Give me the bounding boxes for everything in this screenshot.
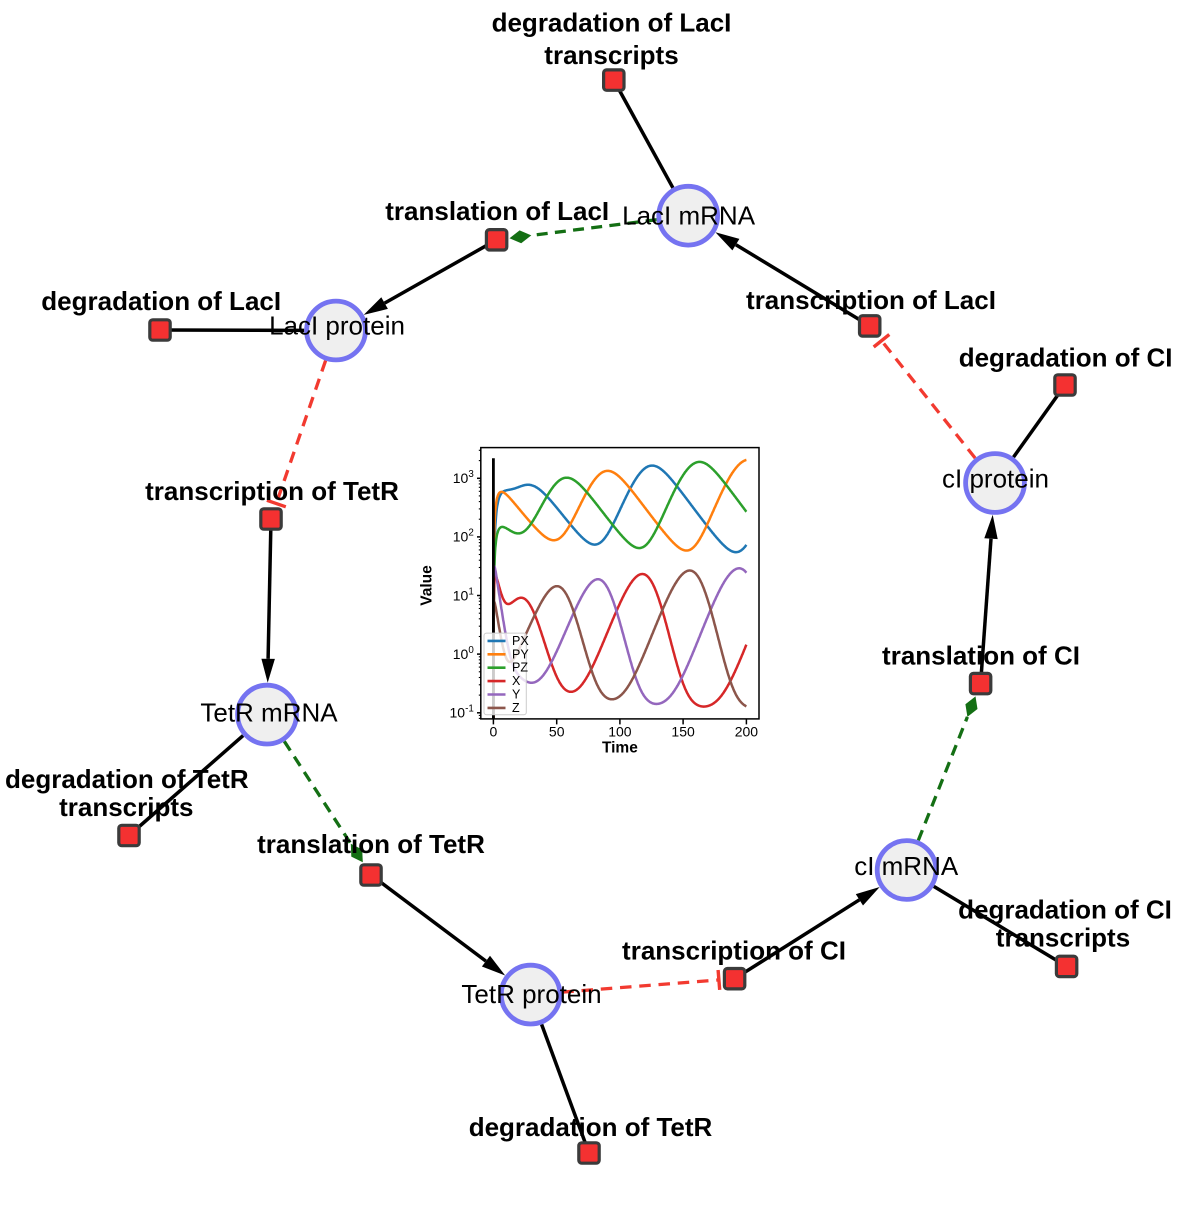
svg-text:Time: Time	[602, 740, 638, 757]
svg-text:degradation of TetR: degradation of TetR	[5, 764, 249, 794]
svg-text:transcripts: transcripts	[59, 792, 193, 822]
svg-text:translation of CI: translation of CI	[882, 640, 1080, 670]
svg-text:100: 100	[608, 724, 632, 740]
svg-text:X: X	[512, 674, 521, 688]
svg-text:transcription of TetR: transcription of TetR	[145, 476, 399, 506]
svg-text:Z: Z	[512, 701, 520, 715]
svg-text:cI mRNA: cI mRNA	[854, 851, 959, 881]
svg-text:degradation of CI: degradation of CI	[958, 894, 1172, 924]
svg-text:translation of TetR: translation of TetR	[257, 829, 485, 859]
svg-text:200: 200	[735, 724, 759, 740]
svg-text:transcription of LacI: transcription of LacI	[746, 285, 996, 315]
svg-text:50: 50	[549, 724, 565, 740]
svg-text:PX: PX	[512, 634, 529, 648]
svg-text:degradation of TetR: degradation of TetR	[469, 1112, 713, 1142]
svg-text:Value: Value	[419, 565, 436, 606]
svg-text:transcripts: transcripts	[544, 40, 678, 70]
svg-text:translation of LacI: translation of LacI	[385, 196, 609, 226]
svg-text:TetR protein: TetR protein	[461, 979, 601, 1009]
svg-text:LacI protein: LacI protein	[269, 311, 405, 341]
svg-text:0: 0	[490, 724, 498, 740]
svg-text:TetR mRNA: TetR mRNA	[200, 697, 338, 727]
svg-text:transcripts: transcripts	[996, 923, 1130, 953]
svg-text:PY: PY	[512, 647, 529, 661]
svg-text:PZ: PZ	[512, 661, 528, 675]
svg-text:degradation of CI: degradation of CI	[959, 343, 1173, 373]
svg-text:Y: Y	[512, 688, 521, 702]
svg-text:transcription of CI: transcription of CI	[622, 936, 846, 966]
svg-text:cI protein: cI protein	[942, 464, 1049, 494]
svg-text:degradation of LacI: degradation of LacI	[492, 8, 732, 38]
svg-text:degradation of LacI: degradation of LacI	[41, 286, 281, 316]
svg-text:150: 150	[671, 724, 695, 740]
svg-text:LacI mRNA: LacI mRNA	[622, 200, 756, 230]
